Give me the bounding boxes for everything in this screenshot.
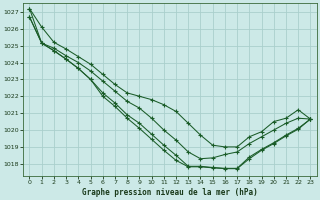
X-axis label: Graphe pression niveau de la mer (hPa): Graphe pression niveau de la mer (hPa) — [82, 188, 258, 197]
